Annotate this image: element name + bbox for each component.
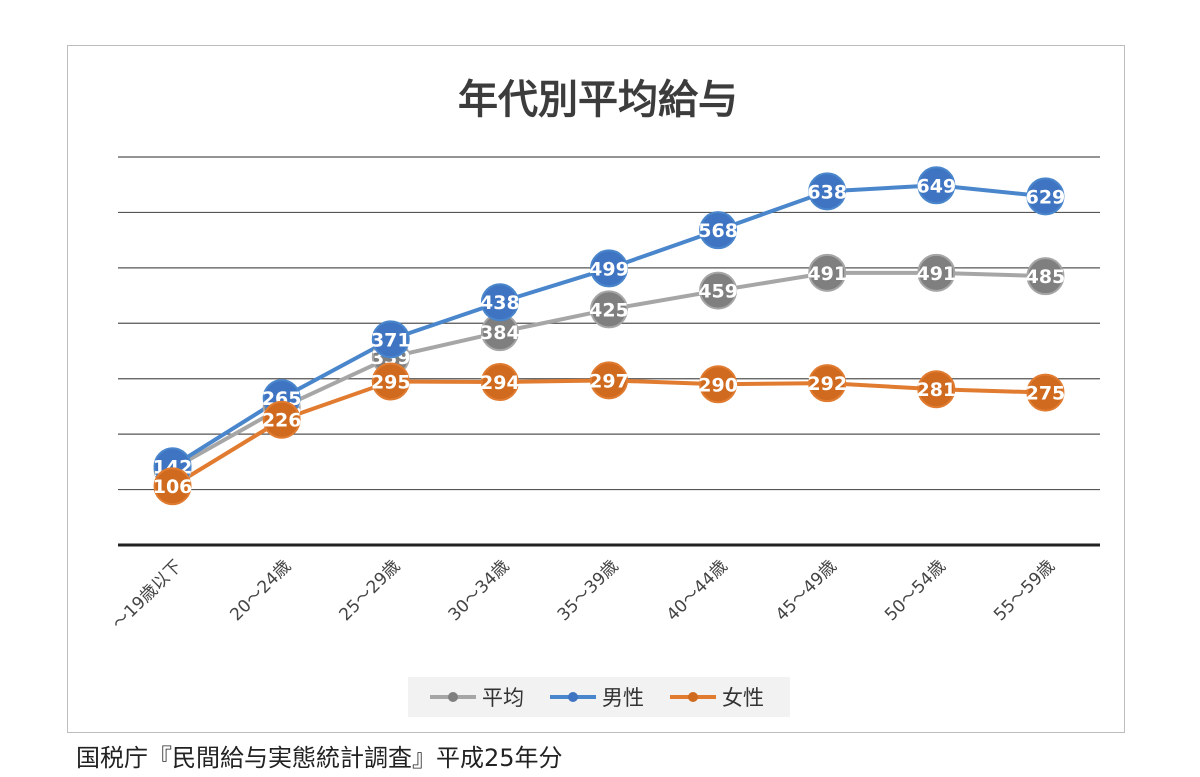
source-note: 国税庁『民間給与実態統計調査』平成25年分 <box>76 744 563 772</box>
data-point <box>1026 373 1065 412</box>
data-label: 295 <box>371 371 411 393</box>
data-point <box>699 211 738 250</box>
x-tick-label: 35～39歳 <box>554 556 623 625</box>
data-point <box>480 363 519 402</box>
chart-title: 年代別平均給与 <box>458 77 738 123</box>
data-point <box>262 400 301 439</box>
data-point <box>371 362 410 401</box>
x-tick-label: 55～59歳 <box>990 556 1059 625</box>
data-point <box>808 172 847 211</box>
data-point <box>371 320 410 359</box>
data-point <box>917 166 956 205</box>
data-label: 485 <box>1026 266 1066 288</box>
data-point <box>808 253 847 292</box>
data-label: 226 <box>262 410 302 432</box>
legend-marker <box>448 692 458 702</box>
x-tick-label: 40～44歳 <box>663 556 732 625</box>
data-label: 425 <box>589 299 629 321</box>
data-point <box>1026 177 1065 216</box>
series-lines <box>171 183 1046 488</box>
data-label: 491 <box>916 263 956 285</box>
data-label: 499 <box>589 258 629 280</box>
data-label: 371 <box>371 329 411 351</box>
data-point <box>699 365 738 404</box>
data-point <box>808 364 847 403</box>
data-label: 275 <box>1026 383 1066 405</box>
legend-label: 平均 <box>482 686 524 710</box>
legend-label: 男性 <box>602 686 644 710</box>
data-point <box>917 253 956 292</box>
data-point <box>153 467 192 506</box>
data-label: 649 <box>916 175 956 197</box>
x-tick-label: ～19歳以下 <box>109 556 187 634</box>
x-tick-label: 45～49歳 <box>772 556 841 625</box>
data-label: 568 <box>698 220 738 242</box>
data-label: 297 <box>589 370 629 392</box>
data-label: 438 <box>480 292 520 314</box>
data-markers: 1372483393844254594914914851422653714384… <box>153 166 1066 506</box>
x-axis: ～19歳以下 20～24歳 25～29歳 30～34歳 35～39歳 40～44歳 45～4… <box>109 543 1100 634</box>
data-point <box>590 249 628 288</box>
data-point <box>699 271 738 310</box>
data-label: 384 <box>480 322 520 344</box>
data-point <box>590 361 628 400</box>
x-tick-label: 50～54歳 <box>881 556 950 625</box>
legend-label: 女性 <box>722 686 764 710</box>
data-label: 290 <box>698 374 738 396</box>
data-label: 292 <box>807 373 847 395</box>
data-point <box>480 283 519 322</box>
data-label: 281 <box>916 379 956 401</box>
data-label: 294 <box>480 372 520 394</box>
data-point <box>1026 257 1065 296</box>
data-label: 638 <box>807 181 847 203</box>
x-tick-label: 20～24歳 <box>226 556 295 625</box>
data-label: 106 <box>153 476 193 498</box>
data-point <box>917 370 956 409</box>
x-tick-label: 30～34歳 <box>445 556 514 625</box>
legend: 平均 男性 女性 <box>408 677 790 717</box>
data-label: 459 <box>698 281 738 303</box>
data-label: 629 <box>1026 186 1066 208</box>
legend-marker <box>688 692 698 702</box>
data-label: 491 <box>807 263 847 285</box>
x-tick-label: 25～29歳 <box>336 556 405 625</box>
data-point <box>590 290 628 329</box>
legend-marker <box>568 692 578 702</box>
